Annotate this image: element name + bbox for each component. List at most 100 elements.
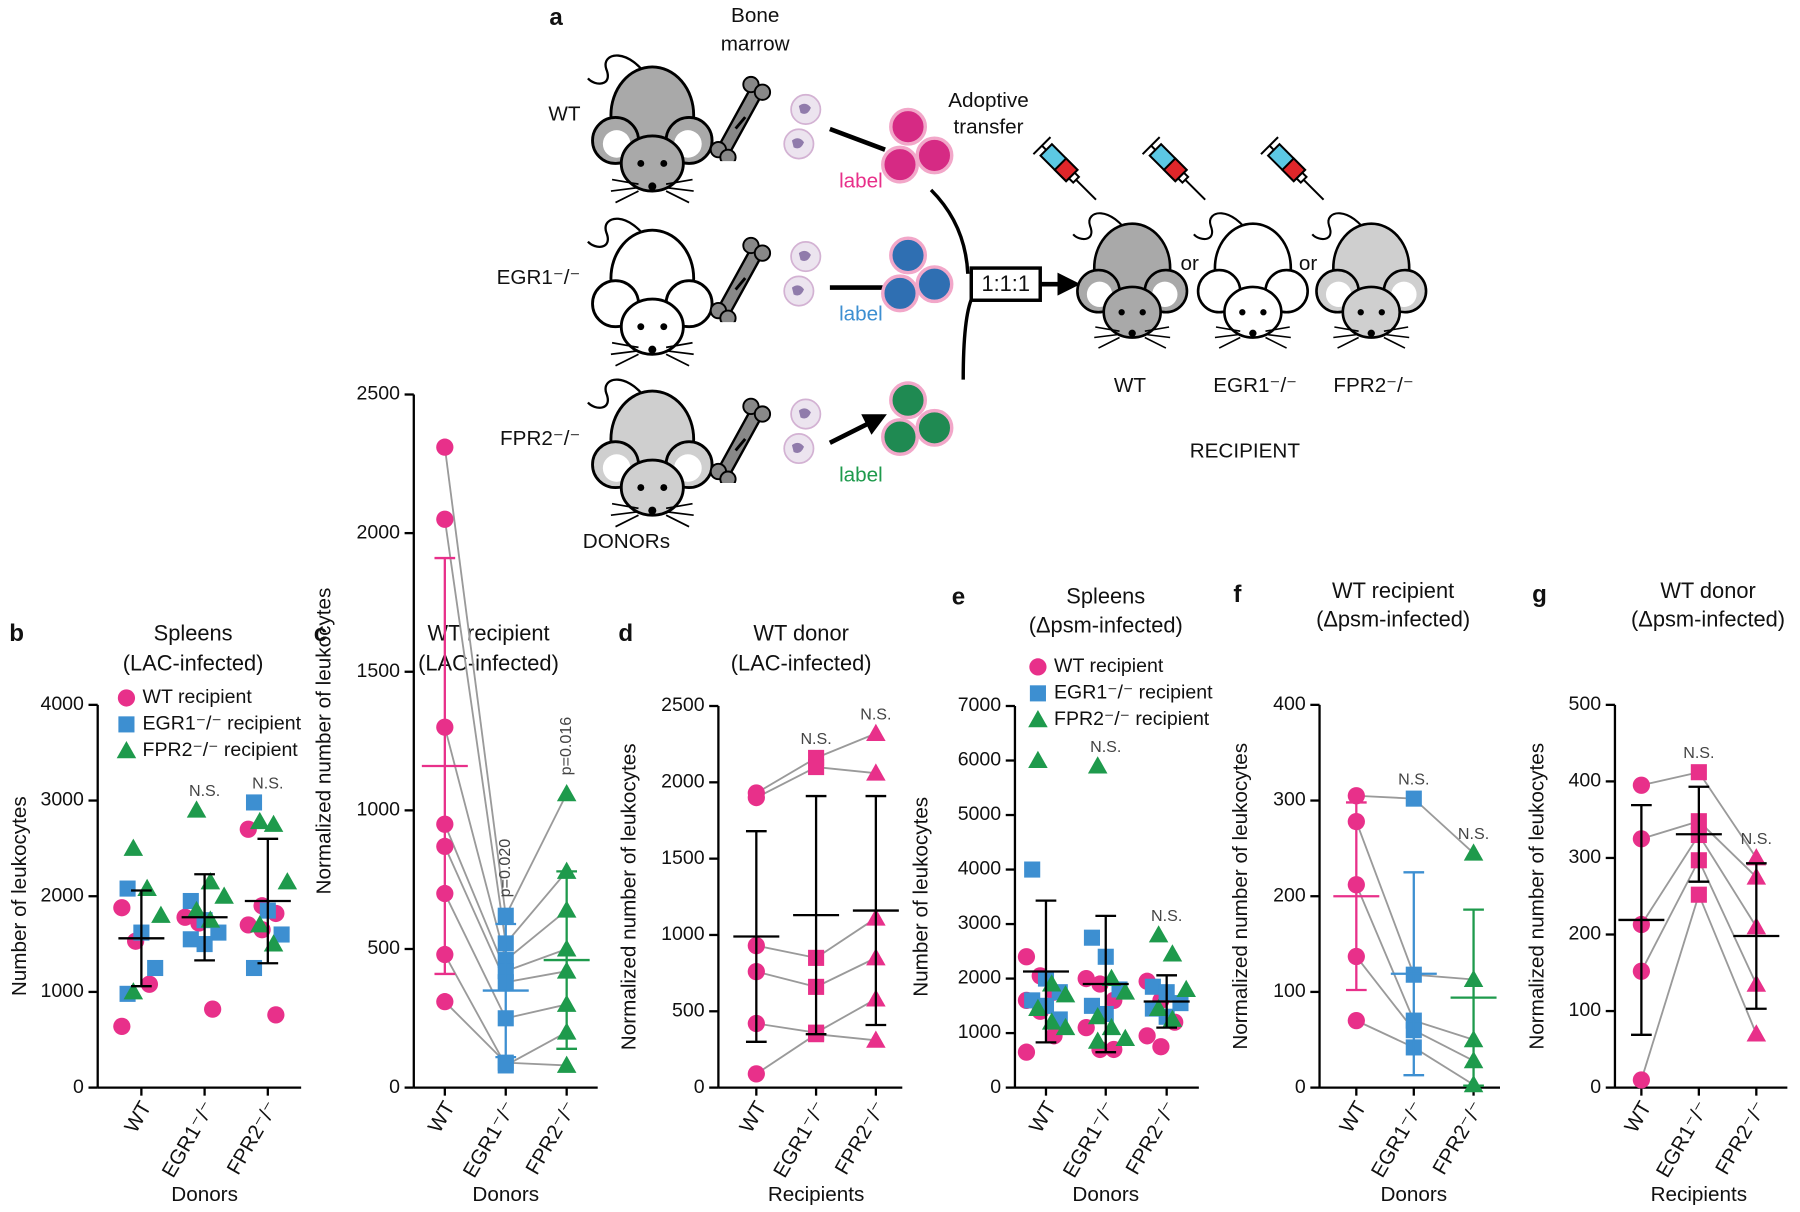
y-tick-label: 0 [389, 1076, 400, 1098]
x-axis-label: Recipients [1651, 1183, 1748, 1206]
donor-label: EGR1⁻/⁻ [497, 266, 581, 289]
y-tick-label: 0 [1295, 1076, 1306, 1098]
y-tick-label: 6000 [958, 749, 1002, 771]
pair-line [815, 998, 877, 1034]
annotation: N.S. [1151, 907, 1182, 925]
y-axis-label: Number of leukocytes [8, 796, 31, 996]
y-tick-label: 400 [1273, 693, 1306, 715]
y-tick-label: 3000 [958, 912, 1002, 934]
y-tick-label: 3000 [40, 789, 84, 811]
legend-label: WT recipient [1054, 655, 1164, 677]
arrow [828, 126, 885, 445]
y-tick-label: 100 [1569, 999, 1602, 1021]
legend-marker [118, 716, 135, 733]
y-axis-label: Normalized number of leukocytes [617, 743, 640, 1050]
point [1024, 861, 1041, 878]
y-tick-label: 0 [73, 1076, 84, 1098]
point [210, 924, 227, 941]
point [866, 1030, 886, 1048]
pair-line [1640, 894, 1700, 1081]
panel-label: a [549, 4, 563, 31]
pair-line [443, 846, 507, 983]
y-tick-label: 1000 [661, 923, 705, 945]
chart-title: WT donor [1660, 578, 1755, 603]
chart-title: WT recipient [427, 621, 549, 646]
point [1017, 948, 1036, 966]
cell [783, 128, 815, 160]
point [1172, 995, 1189, 1012]
legend-label: EGR1⁻/⁻ recipient [143, 713, 302, 735]
pair-line [505, 909, 568, 961]
pair-line [505, 1003, 567, 1020]
x-tick-label: FPR2⁻/⁻ [1711, 1097, 1771, 1178]
legend-marker [1029, 658, 1047, 676]
point [186, 900, 207, 919]
point [250, 811, 270, 830]
point [1690, 886, 1707, 903]
point [436, 993, 454, 1011]
panel-label: c [314, 620, 327, 647]
y-tick-label: 1000 [958, 1021, 1002, 1043]
ratio-label: 1:1:1 [981, 271, 1030, 296]
chart-title: Spleens [154, 621, 233, 646]
point [1463, 843, 1484, 861]
point [182, 931, 199, 948]
y-tick-label: 0 [990, 1076, 1001, 1098]
point [1347, 1012, 1365, 1030]
point [497, 907, 514, 924]
x-tick-label: FPR2⁻/⁻ [521, 1097, 581, 1178]
legend-marker [1028, 710, 1048, 728]
pair-line [1698, 894, 1758, 1035]
point [186, 800, 207, 818]
y-tick-label: 500 [1569, 693, 1602, 715]
x-axis-label: Recipients [768, 1183, 865, 1206]
pair-line [1640, 834, 1700, 926]
y-tick-label: 400 [1569, 770, 1602, 792]
y-tick-label: 500 [367, 937, 400, 959]
point [273, 926, 290, 943]
pair-line [815, 917, 877, 959]
pair-line [755, 1033, 817, 1075]
point [808, 759, 825, 776]
pair-line [1413, 1046, 1475, 1086]
x-tick-label: FPR2⁻/⁻ [222, 1097, 282, 1178]
or-label: or [1180, 252, 1198, 275]
panel-label: d [618, 620, 633, 647]
or-label: or [1299, 252, 1317, 275]
pair-line [505, 870, 568, 945]
annotation: N.S. [1090, 738, 1121, 756]
annotation: N.S. [1458, 825, 1489, 843]
x-tick-label: WT [424, 1097, 460, 1137]
syringe [1259, 136, 1334, 210]
point [1632, 1071, 1650, 1089]
point [250, 915, 270, 933]
point [497, 1054, 514, 1071]
syringe [1032, 136, 1106, 210]
y-tick-label: 300 [1273, 789, 1306, 811]
legend-label: WT recipient [143, 686, 253, 708]
point [140, 975, 159, 993]
x-axis-label: Donors [171, 1183, 238, 1206]
x-tick-label: EGR1⁻/⁻ [158, 1097, 220, 1181]
pair-line [505, 970, 567, 984]
legend-label: FPR2⁻/⁻ recipient [1054, 708, 1210, 730]
annotation: N.S. [800, 730, 831, 748]
legend-marker [1029, 685, 1046, 702]
annotation: p=0.016 [557, 717, 575, 776]
cell [790, 398, 822, 430]
legend-label: EGR1⁻/⁻ recipient [1054, 682, 1213, 704]
y-tick-label: 100 [1273, 980, 1306, 1002]
point [1162, 944, 1183, 962]
pair-line [756, 944, 817, 959]
chart-title: Spleens [1066, 584, 1145, 609]
recipient-label: EGR1⁻/⁻ [1213, 374, 1297, 397]
panel-label: e [952, 583, 965, 610]
point [866, 723, 886, 741]
pair-line [1698, 834, 1758, 928]
y-tick-label: 300 [1569, 846, 1602, 868]
y-tick-label: 1500 [661, 847, 705, 869]
point [866, 763, 886, 781]
pair-line [1355, 821, 1415, 976]
x-tick-label: FPR2⁻/⁻ [831, 1097, 891, 1178]
